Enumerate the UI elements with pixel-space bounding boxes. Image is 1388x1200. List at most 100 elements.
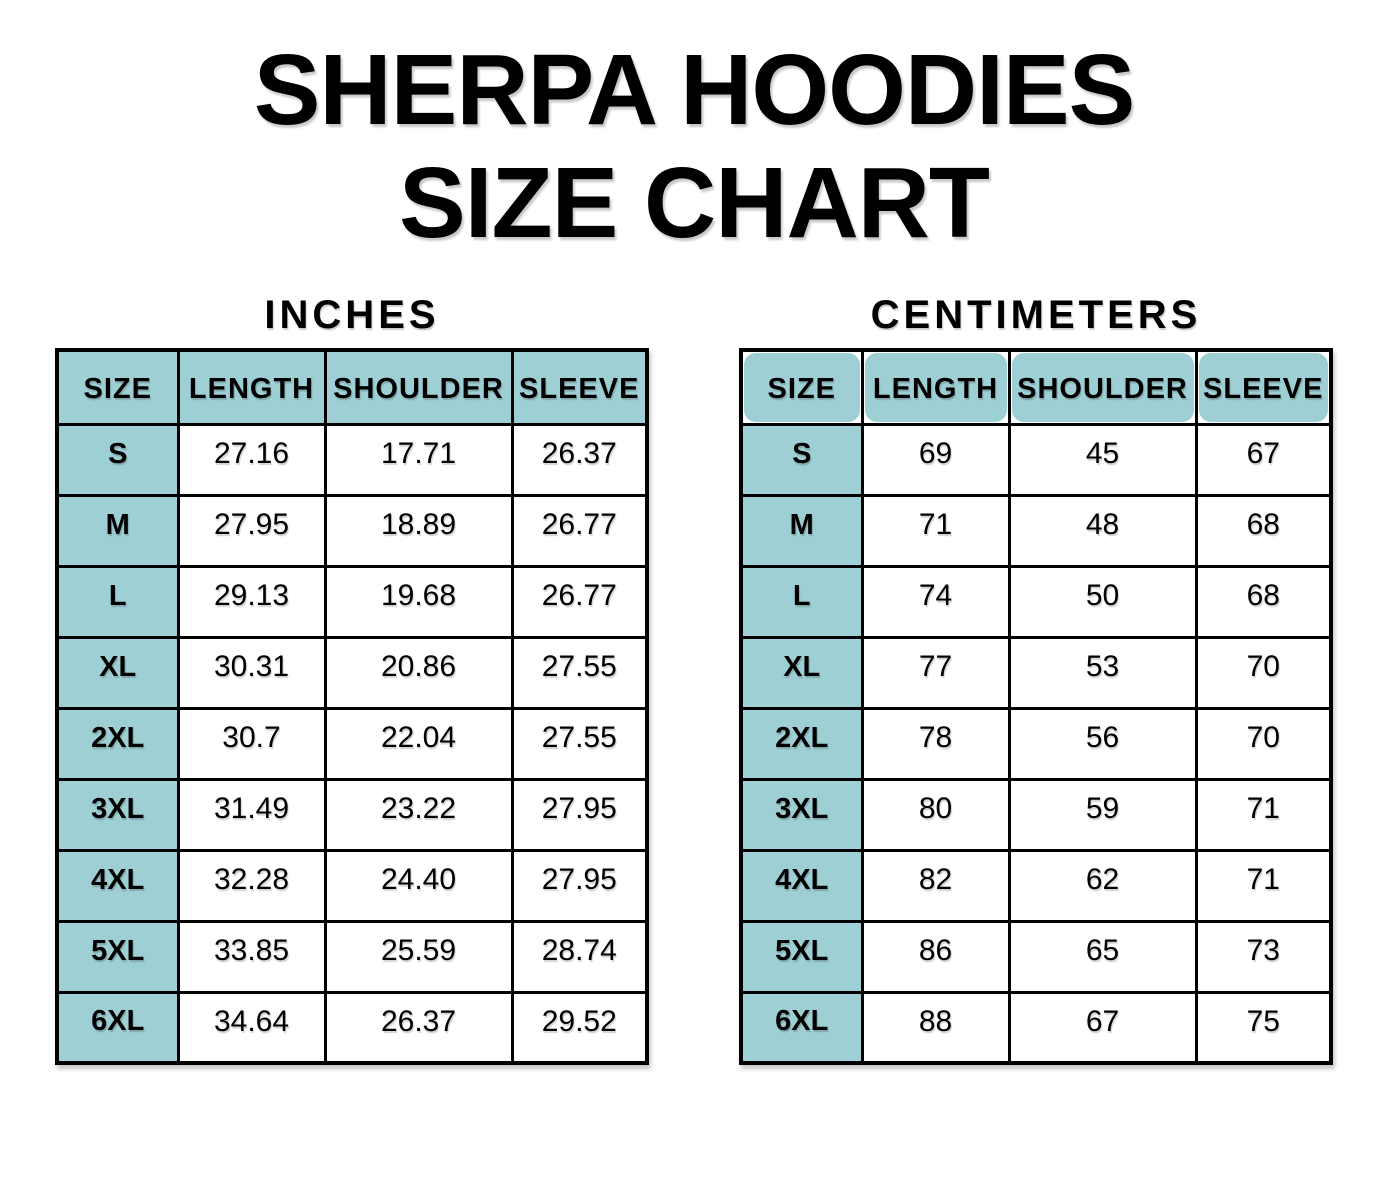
table-row: L 74 50 68 [739,564,1333,639]
size-label-cell: 4XL [739,848,864,923]
column-header-sleeve: SLEEVE [510,348,649,426]
table-row: 6XL 34.64 26.37 29.52 [55,990,649,1065]
column-header-length: LENGTH [860,348,1011,426]
size-label-cell: XL [55,635,180,710]
column-header-length: LENGTH [176,348,327,426]
sleeve-value-cell: 27.55 [510,635,649,710]
size-label-cell: L [739,564,864,639]
sleeve-value-cell: 27.55 [510,706,649,781]
length-value-cell: 27.95 [176,493,327,568]
page-title: SHERPA HOODIES SIZE CHART [0,0,1388,260]
table-row: 2XL 78 56 70 [739,706,1333,781]
shoulder-value-cell: 24.40 [323,848,514,923]
shoulder-value-cell: 20.86 [323,635,514,710]
length-value-cell: 31.49 [176,777,327,852]
size-label-cell: M [739,493,864,568]
size-label-cell: 4XL [55,848,180,923]
size-label-cell: L [55,564,180,639]
sleeve-value-cell: 71 [1194,848,1333,923]
shoulder-value-cell: 19.68 [323,564,514,639]
tables-container: INCHES SIZE LENGTH SHOULDER SLEEVE S 27.1… [0,292,1388,1065]
table-row: 5XL 86 65 73 [739,919,1333,994]
unit-label-centimeters: CENTIMETERS [870,293,1202,337]
sleeve-value-cell: 29.52 [510,990,649,1065]
size-label-cell: 6XL [739,990,864,1065]
page-title-line2: SIZE CHART [399,147,990,259]
size-label-cell: 3XL [55,777,180,852]
length-value-cell: 82 [860,848,1011,923]
shoulder-value-cell: 25.59 [323,919,514,994]
column-header-size: SIZE [55,348,180,426]
centimeters-table-body: S 69 45 67 M 71 48 68 L 74 50 68 XL 77 53 70 2XL 78 56 70 3X… [739,422,1333,1065]
size-label-cell: 5XL [739,919,864,994]
inches-table-block: INCHES SIZE LENGTH SHOULDER SLEEVE S 27.1… [55,292,649,1065]
table-row: XL 77 53 70 [739,635,1333,710]
size-label-cell: 2XL [55,706,180,781]
table-header-row: SIZE LENGTH SHOULDER SLEEVE [739,348,1333,426]
shoulder-value-cell: 59 [1007,777,1198,852]
sleeve-value-cell: 71 [1194,777,1333,852]
column-header-shoulder: SHOULDER [323,348,514,426]
table-row: 4XL 32.28 24.40 27.95 [55,848,649,923]
centimeters-table-block: CENTIMETERS SIZE LENGTH SHOULDER SLEEVE … [739,292,1333,1065]
table-row: 5XL 33.85 25.59 28.74 [55,919,649,994]
column-header-sleeve-label: SLEEVE [1203,373,1324,406]
length-value-cell: 78 [860,706,1011,781]
length-value-cell: 34.64 [176,990,327,1065]
table-row: 4XL 82 62 71 [739,848,1333,923]
shoulder-value-cell: 48 [1007,493,1198,568]
sleeve-value-cell: 70 [1194,635,1333,710]
shoulder-value-cell: 18.89 [323,493,514,568]
size-label-cell: 3XL [739,777,864,852]
table-row: L 29.13 19.68 26.77 [55,564,649,639]
shoulder-value-cell: 65 [1007,919,1198,994]
length-value-cell: 30.31 [176,635,327,710]
length-value-cell: 80 [860,777,1011,852]
column-header-sleeve-label: SLEEVE [519,373,640,406]
column-header-shoulder-label: SHOULDER [1017,373,1188,406]
sleeve-value-cell: 73 [1194,919,1333,994]
column-header-shoulder: SHOULDER [1007,348,1198,426]
table-row: S 27.16 17.71 26.37 [55,422,649,497]
column-header-size-label: SIZE [767,373,836,406]
table-header-row: SIZE LENGTH SHOULDER SLEEVE [55,348,649,426]
sleeve-value-cell: 26.77 [510,493,649,568]
size-label-cell: 6XL [55,990,180,1065]
shoulder-value-cell: 26.37 [323,990,514,1065]
length-value-cell: 71 [860,493,1011,568]
inches-size-table: SIZE LENGTH SHOULDER SLEEVE S 27.16 17.71 2… [55,348,649,1065]
table-row: 3XL 80 59 71 [739,777,1333,852]
sleeve-value-cell: 26.77 [510,564,649,639]
shoulder-value-cell: 53 [1007,635,1198,710]
length-value-cell: 32.28 [176,848,327,923]
sleeve-value-cell: 28.74 [510,919,649,994]
sleeve-value-cell: 70 [1194,706,1333,781]
length-value-cell: 33.85 [176,919,327,994]
size-label-cell: 5XL [55,919,180,994]
table-row: 3XL 31.49 23.22 27.95 [55,777,649,852]
table-row: M 71 48 68 [739,493,1333,568]
column-header-shoulder-label: SHOULDER [333,373,504,406]
shoulder-value-cell: 50 [1007,564,1198,639]
column-header-length-label: LENGTH [872,373,999,406]
shoulder-value-cell: 17.71 [323,422,514,497]
length-value-cell: 74 [860,564,1011,639]
shoulder-value-cell: 56 [1007,706,1198,781]
sleeve-value-cell: 27.95 [510,848,649,923]
shoulder-value-cell: 62 [1007,848,1198,923]
sleeve-value-cell: 75 [1194,990,1333,1065]
sleeve-value-cell: 26.37 [510,422,649,497]
page-title-line1: SHERPA HOODIES [253,34,1136,146]
size-label-cell: XL [739,635,864,710]
table-row: 2XL 30.7 22.04 27.55 [55,706,649,781]
length-value-cell: 88 [860,990,1011,1065]
table-row: XL 30.31 20.86 27.55 [55,635,649,710]
table-row: 6XL 88 67 75 [739,990,1333,1065]
column-header-size: SIZE [739,348,864,426]
size-label-cell: S [739,422,864,497]
shoulder-value-cell: 22.04 [323,706,514,781]
table-row: S 69 45 67 [739,422,1333,497]
length-value-cell: 27.16 [176,422,327,497]
sleeve-value-cell: 68 [1194,564,1333,639]
